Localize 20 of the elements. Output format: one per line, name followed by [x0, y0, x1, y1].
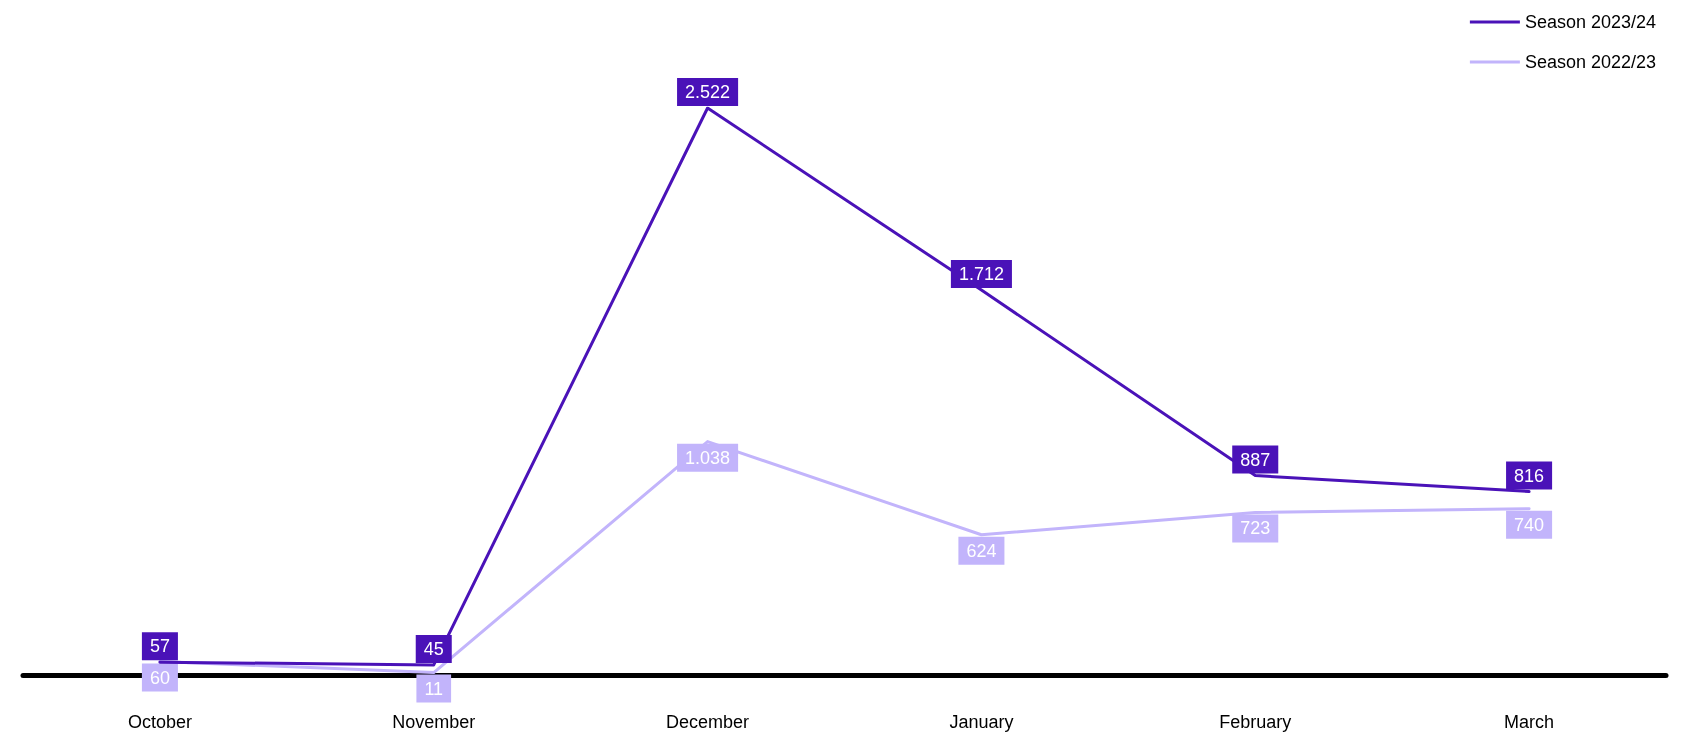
data-label: 2.522 — [685, 82, 731, 102]
data-label: 57 — [149, 636, 170, 657]
x-tick-label: March — [1504, 712, 1555, 732]
x-tick-label: November — [392, 712, 476, 732]
data-label: 11 — [424, 678, 444, 699]
data-label: 740 — [1514, 514, 1545, 535]
x-tick-label: January — [949, 712, 1014, 732]
data-label: 60 — [149, 667, 170, 688]
data-label: 1.038 — [685, 447, 731, 468]
data-label: 887 — [1240, 449, 1271, 470]
legend-label: Season 2022/23 — [1524, 52, 1657, 72]
x-tick-label: February — [1219, 712, 1292, 732]
data-label: 723 — [1240, 518, 1271, 539]
data-label: 45 — [423, 638, 444, 659]
data-label: 1.712 — [958, 264, 1004, 285]
data-label: 816 — [1514, 465, 1545, 486]
x-tick-label: December — [666, 712, 750, 732]
legend-label: Season 2023/24 — [1524, 12, 1657, 32]
x-tick-label: October — [127, 712, 192, 732]
data-label: 624 — [966, 540, 997, 561]
